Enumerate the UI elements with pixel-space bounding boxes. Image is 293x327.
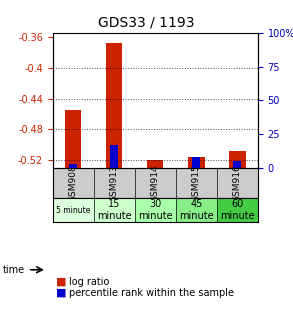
Text: 45
minute: 45 minute [179, 199, 214, 221]
Bar [229, 151, 246, 168]
Bar [176, 198, 217, 222]
Text: ■: ■ [56, 277, 66, 287]
Text: 15
minute: 15 minute [97, 199, 132, 221]
Text: GSM914: GSM914 [151, 164, 160, 202]
Text: time: time [3, 265, 25, 275]
Text: ■: ■ [56, 288, 66, 298]
Text: 30
minute: 30 minute [138, 199, 173, 221]
Text: 5 minute: 5 minute [56, 206, 91, 215]
Text: GSM913: GSM913 [110, 164, 119, 202]
Bar [147, 160, 163, 168]
Bar [69, 164, 77, 168]
Bar [233, 162, 241, 168]
Bar [217, 198, 258, 222]
Bar [65, 110, 81, 168]
Text: GSM908: GSM908 [69, 164, 78, 202]
Bar [135, 198, 176, 222]
Text: GSM916: GSM916 [233, 164, 242, 202]
Text: GSM915: GSM915 [192, 164, 201, 202]
Text: GDS33 / 1193: GDS33 / 1193 [98, 16, 195, 30]
Text: log ratio: log ratio [69, 277, 109, 287]
Text: percentile rank within the sample: percentile rank within the sample [69, 288, 234, 298]
Bar [110, 145, 118, 168]
Bar [192, 157, 200, 168]
Bar [106, 43, 122, 168]
Bar [94, 198, 135, 222]
Text: 60
minute: 60 minute [220, 199, 255, 221]
Bar [53, 198, 94, 222]
Bar [188, 157, 205, 168]
